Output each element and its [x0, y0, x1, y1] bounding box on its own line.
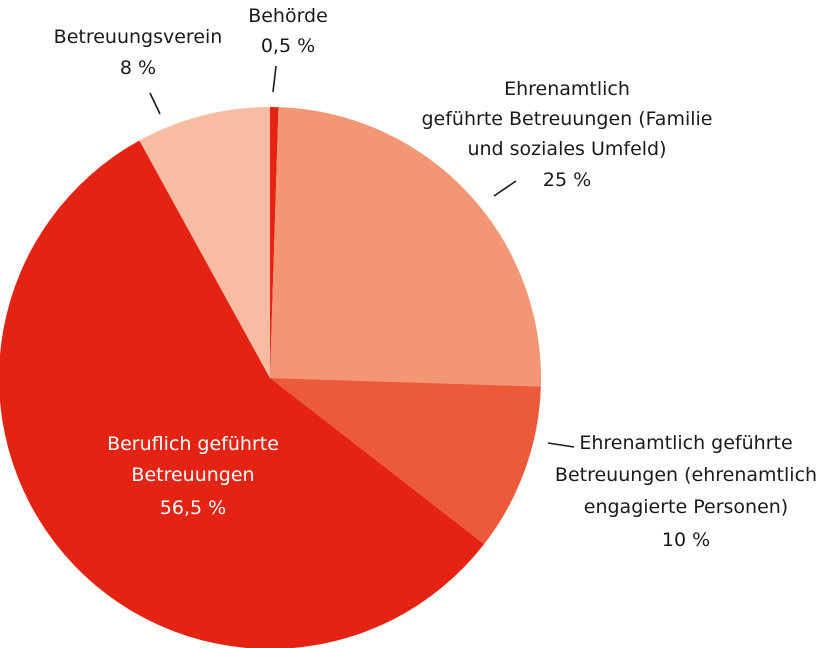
label-familie-value: 25 % — [543, 169, 591, 191]
pie-slices — [0, 106, 542, 648]
label-beruflich-line-1: Beruflich geführte — [107, 433, 279, 455]
leader-behoerde — [272, 65, 277, 93]
label-verein-line-1: Betreuungsverein — [54, 26, 223, 48]
label-beruflich-line-2: Betreuungen — [131, 464, 254, 486]
label-familie-line-2: geführte Betreuungen (Familie — [421, 108, 712, 130]
slice-ehrenamtlich-engagiert — [270, 378, 541, 545]
label-engagiert-line-3: engagierte Personen) — [584, 496, 788, 518]
label-behoerde-line-1: Behörde — [248, 5, 328, 27]
label-engagiert-value: 10 % — [662, 529, 710, 551]
slice-ehrenamtlich-familie — [270, 107, 542, 387]
label-beruflich: Beruflich geführte Betreuungen 56,5 % — [107, 433, 279, 519]
label-behoerde-value: 0,5 % — [261, 35, 315, 57]
label-familie-line-3: und soziales Umfeld) — [467, 138, 666, 160]
label-familie-line-1: Ehrenamtlich — [504, 78, 630, 100]
label-ehrenamtlich-familie: Ehrenamtlich geführte Betreuungen (Famil… — [421, 78, 713, 197]
label-behoerde: Behörde 0,5 % — [248, 5, 328, 93]
label-verein-value: 8 % — [120, 57, 156, 79]
slice-behoerde — [270, 106, 279, 379]
slice-betreuungsverein — [139, 107, 270, 378]
leader-familie — [493, 180, 517, 197]
label-beruflich-value: 56,5 % — [160, 497, 226, 519]
label-engagiert-line-1: Ehrenamtlich geführte — [579, 432, 792, 454]
label-ehrenamtlich-engagiert: Ehrenamtlich geführte Betreuungen (ehren… — [547, 432, 817, 551]
label-betreuungsverein: Betreuungsverein 8 % — [54, 26, 223, 115]
leader-verein — [149, 92, 161, 115]
slice-beruflich — [0, 140, 485, 648]
leader-engagiert — [547, 442, 575, 448]
label-engagiert-line-2: Betreuungen (ehrenamtlich — [555, 464, 817, 486]
